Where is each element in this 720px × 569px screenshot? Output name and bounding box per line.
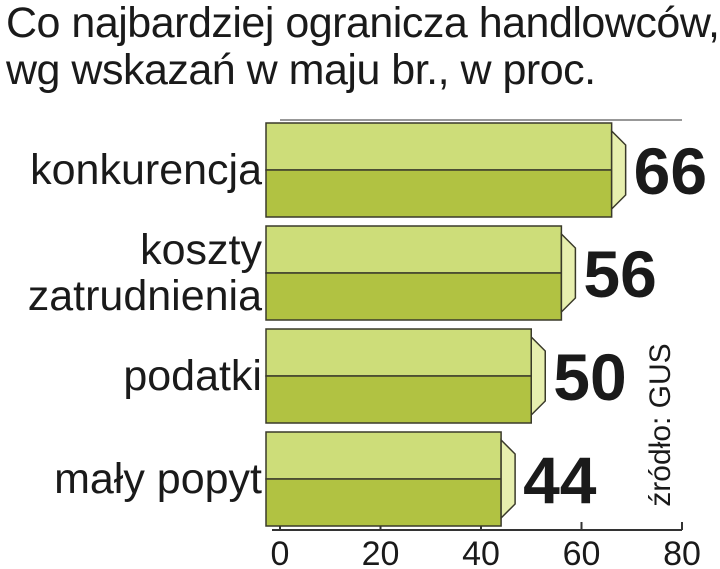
bar-top-face <box>265 328 532 377</box>
bar-value-label: 66 <box>634 134 707 208</box>
bar-bottom-face <box>265 375 532 424</box>
chart-title-line-2: wg wskazań w maju br., w proc. <box>6 46 596 94</box>
bar-value-label: 56 <box>583 237 656 311</box>
category-label: podatki <box>123 352 262 400</box>
source-note: źródło: GUS <box>636 325 686 525</box>
chart-title-line-1: Co najbardziej ogranicza handlowców, <box>6 0 720 47</box>
chart-title: Co najbardziej ogranicza handlowców, wg … <box>6 0 720 94</box>
bars-layer <box>265 122 627 527</box>
bar-tip <box>530 335 546 417</box>
category-label: mały popyt <box>54 455 262 503</box>
bar-tip <box>500 438 516 520</box>
bar-value-label: 44 <box>523 443 597 517</box>
bar-value-label: 50 <box>553 340 626 414</box>
bar-top-face <box>265 122 613 171</box>
bar-bottom-face <box>265 478 502 527</box>
category-label: zatrudnienia <box>28 272 262 320</box>
bar-bottom-face <box>265 169 613 218</box>
source-text: źródło: GUS <box>644 343 677 507</box>
x-tick-label: 0 <box>271 535 290 569</box>
category-label: konkurencja <box>30 146 262 194</box>
bar-top-face <box>265 431 502 480</box>
bar-tip <box>610 129 627 211</box>
bar-top-face <box>265 225 563 274</box>
axis-layer: 0 20 40 60 80 <box>271 119 701 569</box>
x-tick-label: 40 <box>462 535 500 569</box>
category-label: koszty <box>140 226 262 274</box>
x-tick-label: 20 <box>362 535 400 569</box>
x-tick-label: 80 <box>663 535 701 569</box>
bar-bottom-face <box>265 272 563 321</box>
x-tick-label: 60 <box>563 535 601 569</box>
bar-tip <box>560 232 577 314</box>
